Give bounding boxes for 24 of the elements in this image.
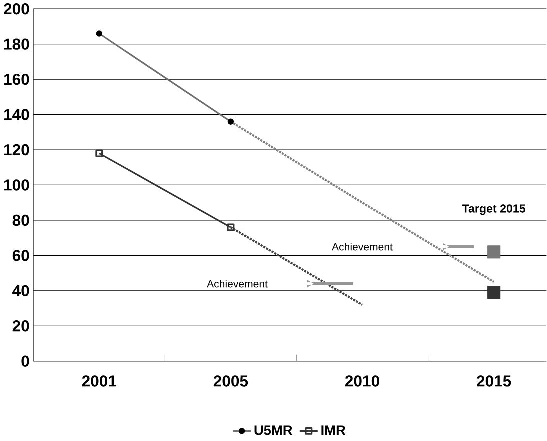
- annotation: Achievement: [332, 243, 393, 251]
- y-tick-label: 100: [4, 180, 30, 191]
- annotation: Achievement: [207, 280, 268, 288]
- legend-label: U5MR: [254, 426, 293, 436]
- point: [96, 150, 104, 158]
- y-tick-label: 180: [4, 38, 30, 50]
- y-tick-label: 120: [4, 144, 30, 156]
- x-tick-label: 2015: [477, 376, 512, 387]
- y-tick-label: 200: [4, 4, 30, 15]
- annotation: Target 2015: [462, 204, 526, 216]
- point: [488, 246, 501, 259]
- x-tick-label: 2001: [82, 376, 117, 387]
- y-tick-label: 40: [12, 285, 30, 297]
- x-tick-label: 2010: [345, 376, 380, 387]
- point: [488, 286, 501, 300]
- y-tick-label: 0: [22, 356, 30, 368]
- point: [227, 224, 235, 232]
- x-tick-label: 2005: [214, 376, 248, 387]
- y-tick-label: 140: [4, 109, 30, 120]
- y-tick-label: 160: [4, 74, 30, 86]
- y-tick-label: 60: [12, 250, 30, 262]
- legend-label: IMR: [322, 426, 346, 436]
- y-tick-label: 80: [12, 214, 30, 226]
- y-tick-label: 20: [12, 320, 30, 332]
